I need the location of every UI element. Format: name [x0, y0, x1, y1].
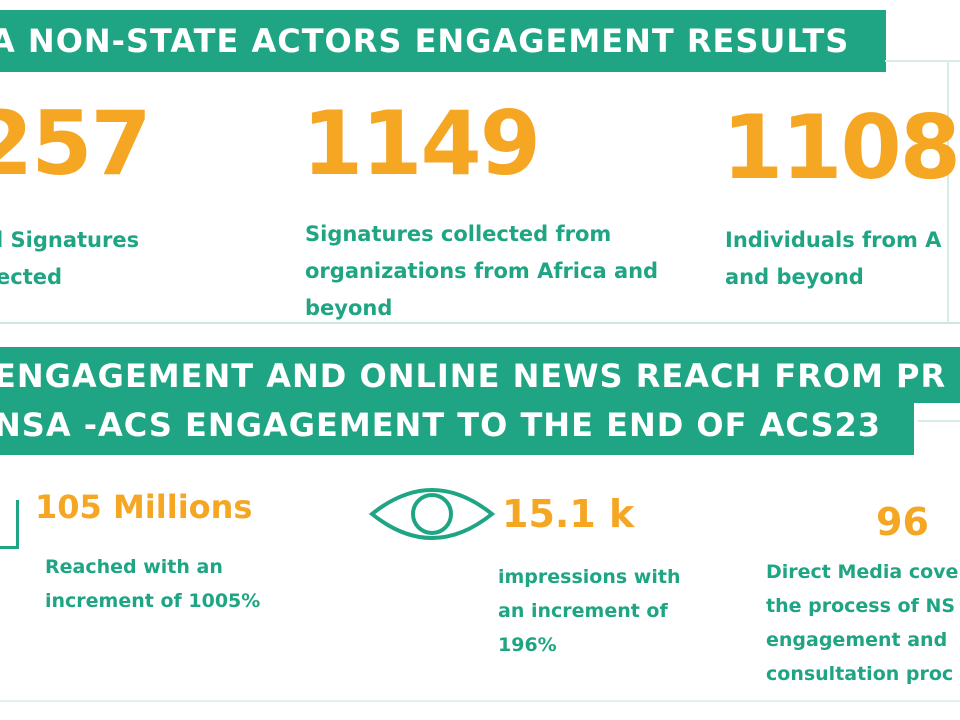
divider: [0, 700, 960, 702]
description-line: an increment of: [498, 600, 668, 622]
total-signatures-description: l Signatures ected: [0, 222, 139, 296]
description-line: consultation proc: [766, 663, 954, 685]
description-line: 196%: [498, 634, 557, 656]
description-line: Signatures collected from: [305, 222, 612, 246]
impressions-value: 15.1 k: [502, 492, 635, 536]
results-title-banner: A NON-STATE ACTORS ENGAGEMENT RESULTS: [0, 10, 886, 72]
media-banner-text: ENGAGEMENT AND ONLINE NEWS REACH FROM PR: [0, 357, 947, 395]
media-banner-line2: NSA -ACS ENGAGEMENT TO THE END OF ACS23: [0, 403, 914, 455]
divider: [885, 60, 960, 62]
description-line: the process of NS: [766, 595, 956, 617]
description-line: increment of 1005%: [45, 590, 261, 612]
description-line: impressions with: [498, 566, 681, 588]
description-line: Reached with an: [45, 556, 223, 578]
impressions-description: impressions with an increment of 196%: [498, 560, 680, 662]
organization-signatures-description: Signatures collected from organizations …: [305, 216, 658, 327]
description-line: beyond: [305, 296, 393, 320]
section-divider: [0, 322, 960, 324]
media-coverage-value: 96: [876, 500, 929, 544]
corner-bracket-decoration: [0, 500, 19, 549]
total-signatures-number: 257: [0, 92, 152, 195]
description-line: ected: [0, 265, 63, 289]
divider: [918, 420, 960, 422]
description-line: and beyond: [725, 265, 864, 289]
description-line: Direct Media cove: [766, 561, 959, 583]
individual-signatures-number: 1108: [722, 96, 960, 199]
reach-description: Reached with an increment of 1005%: [45, 550, 260, 618]
divider: [947, 62, 949, 324]
organization-signatures-number: 1149: [302, 92, 541, 195]
individual-signatures-description: Individuals from A and beyond: [725, 222, 941, 296]
description-line: l Signatures: [0, 228, 140, 252]
media-banner-text: NSA -ACS ENGAGEMENT TO THE END OF ACS23: [0, 406, 882, 444]
description-line: engagement and: [766, 629, 948, 651]
media-coverage-description: Direct Media cove the process of NS enga…: [766, 555, 958, 691]
description-line: Individuals from A: [725, 228, 942, 252]
results-title: A NON-STATE ACTORS ENGAGEMENT RESULTS: [0, 22, 850, 60]
description-line: organizations from Africa and: [305, 259, 659, 283]
reach-value: 105 Millions: [35, 488, 253, 526]
media-banner-line1: ENGAGEMENT AND ONLINE NEWS REACH FROM PR: [0, 347, 960, 403]
eye-icon: [368, 482, 496, 550]
